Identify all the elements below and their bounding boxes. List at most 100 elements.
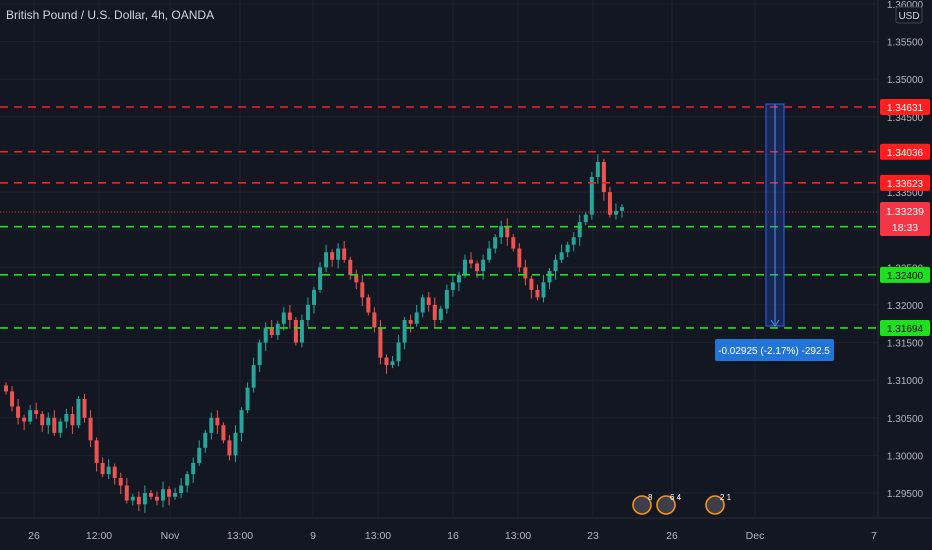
- candle-body: [372, 312, 377, 328]
- candle-body: [215, 417, 220, 426]
- economic-events[interactable]: 8 6 4 2 1: [632, 493, 732, 515]
- measure-tool[interactable]: -0.02925 (-2.17%) -292.5: [715, 103, 834, 361]
- candle-body: [523, 267, 528, 279]
- candle: [94, 437, 99, 472]
- candlestick-series: [4, 154, 624, 513]
- candle: [312, 286, 316, 314]
- candle-body: [305, 304, 310, 320]
- candle-body: [487, 248, 492, 260]
- candle: [390, 356, 395, 369]
- candle: [130, 493, 135, 506]
- level-price-badge: [880, 266, 930, 283]
- candle-body: [281, 312, 286, 324]
- level-price-label: 1.31694: [887, 324, 924, 335]
- candle: [257, 339, 262, 372]
- candle: [607, 186, 612, 218]
- candle: [100, 457, 105, 478]
- candle-body: [426, 297, 431, 305]
- candle: [227, 435, 232, 461]
- candle-body: [462, 259, 467, 275]
- candle-body: [595, 161, 600, 178]
- symbol-title[interactable]: British Pound / U.S. Dollar, 4h, OANDA: [6, 8, 214, 22]
- candle: [142, 485, 147, 513]
- event-count: 8: [648, 493, 653, 502]
- event-marker[interactable]: 6 4: [656, 493, 682, 515]
- candle-body: [456, 274, 461, 283]
- candle-body: [269, 327, 274, 336]
- candle-body: [94, 440, 99, 463]
- candle-body: [481, 259, 486, 272]
- candle-body: [251, 365, 256, 388]
- candle-body: [46, 417, 51, 426]
- candle: [511, 234, 516, 252]
- candle: [233, 425, 238, 463]
- candle-body: [16, 406, 21, 418]
- candle-body: [161, 489, 166, 501]
- candle-body: [438, 308, 443, 320]
- candle: [118, 472, 123, 495]
- candle: [299, 314, 304, 348]
- candle: [269, 319, 274, 339]
- candle-body: [10, 391, 15, 407]
- uk-flag-event-icon[interactable]: [705, 495, 725, 515]
- price-axis[interactable]: 1.360001.355001.350001.345001.340001.335…: [877, 0, 932, 518]
- candle-body: [541, 282, 546, 298]
- candle: [215, 410, 220, 434]
- candle: [82, 393, 87, 423]
- candle-body: [136, 496, 141, 505]
- candle: [58, 418, 63, 438]
- candle: [22, 414, 27, 431]
- candle: [505, 218, 510, 246]
- candle-body: [607, 192, 612, 215]
- candle: [275, 320, 280, 340]
- candle: [88, 410, 93, 448]
- candle-body: [354, 274, 359, 283]
- price-tick-label: 1.29500: [887, 489, 924, 500]
- candle-body: [559, 252, 564, 260]
- candle: [209, 412, 214, 440]
- candle: [426, 292, 431, 312]
- candle-body: [185, 474, 190, 486]
- candle-body: [402, 319, 407, 343]
- candle-body: [366, 297, 371, 313]
- candle-body: [499, 225, 504, 238]
- candle-body: [64, 414, 69, 422]
- candle-body: [34, 410, 39, 415]
- candle: [251, 357, 256, 393]
- bar-countdown-label: 18:33: [892, 222, 918, 234]
- candle: [245, 382, 250, 414]
- candle-body: [124, 485, 129, 501]
- candle: [384, 354, 389, 374]
- candle-body: [52, 417, 57, 433]
- price-axis-background: [878, 0, 932, 518]
- candle: [191, 457, 196, 483]
- candle: [541, 274, 546, 303]
- candle-body: [209, 417, 214, 433]
- us-flag-event-icon[interactable]: [632, 495, 652, 515]
- time-axis[interactable]: 26 12:00 Nov 13:00 9 13:00 16 13:00 23 26 Dec 7: [0, 517, 932, 550]
- level-price-label: 1.33623: [887, 179, 924, 190]
- candle-body: [173, 493, 178, 497]
- candle-body: [330, 252, 335, 260]
- measure-arrow-head-icon: [770, 319, 780, 327]
- candle-body: [408, 319, 413, 324]
- candle: [620, 204, 624, 218]
- us-flag-event-icon[interactable]: [656, 495, 676, 515]
- event-marker[interactable]: 2 1: [705, 493, 732, 515]
- candle-body: [142, 493, 147, 505]
- candle: [197, 440, 202, 466]
- currency-badge[interactable]: [895, 6, 923, 24]
- candle: [360, 274, 365, 307]
- candle: [432, 297, 437, 329]
- candle: [456, 271, 461, 292]
- event-marker[interactable]: 8: [632, 493, 653, 515]
- price-tick-label: 1.35000: [887, 75, 924, 86]
- candle-body: [589, 177, 594, 215]
- candle: [10, 386, 15, 412]
- candle: [613, 203, 618, 220]
- horizontal-levels[interactable]: [0, 106, 878, 329]
- candle-body: [571, 237, 576, 245]
- candle-body: [444, 289, 449, 309]
- level-price-badge: [880, 143, 930, 160]
